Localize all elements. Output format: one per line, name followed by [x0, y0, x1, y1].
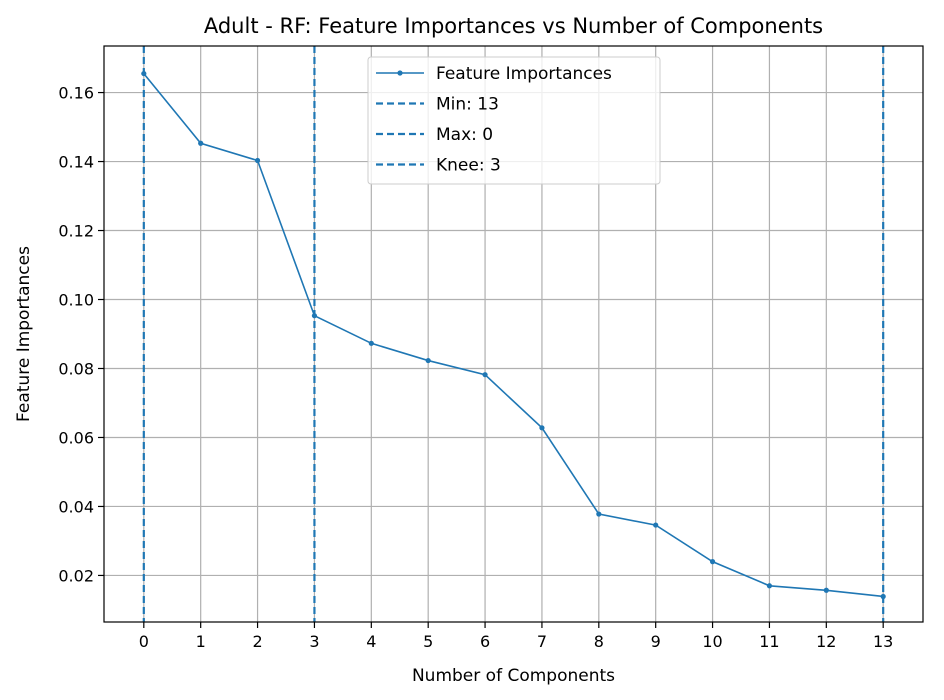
x-tick-label: 8: [594, 632, 604, 651]
reference-lines: [142, 46, 885, 622]
legend-entry: Max: 0: [376, 125, 493, 145]
y-tick-label: 0.02: [58, 566, 94, 585]
data-point: [653, 522, 659, 528]
x-tick-label: 6: [480, 632, 490, 651]
data-point: [596, 511, 602, 517]
y-tick-label: 0.10: [58, 291, 94, 310]
x-tick-label: 1: [196, 632, 206, 651]
x-tick-label: 7: [537, 632, 547, 651]
legend-marker: [397, 70, 403, 76]
data-point: [823, 587, 829, 593]
legend-label: Max: 0: [436, 125, 493, 145]
data-point: [709, 559, 716, 565]
legend-box: [367, 56, 661, 185]
legend-entry: Min: 13: [376, 95, 499, 115]
legend: Feature Importances Min: 13 Max: 0 Knee: 3: [367, 56, 661, 185]
data-point: [311, 313, 318, 319]
legend-entry: Feature Importances: [376, 64, 612, 84]
plot-area-frame: [103, 45, 924, 623]
x-tick-label: 2: [252, 632, 262, 651]
x-tick-label: 4: [366, 632, 376, 651]
data-point: [141, 70, 147, 77]
x-tick-label: 13: [873, 632, 893, 651]
x-tick-label: 5: [423, 632, 433, 651]
x-tick-label: 10: [702, 632, 722, 651]
y-tick-label: 0.08: [58, 359, 94, 378]
data-point: [880, 593, 886, 600]
data-point: [254, 157, 261, 164]
x-axis-label: Number of Components: [412, 666, 615, 686]
x-tick-label: 12: [816, 632, 836, 651]
legend-label: Feature Importances: [436, 64, 612, 84]
y-tick-label: 0.06: [58, 428, 94, 447]
x-tick-label: 11: [759, 632, 779, 651]
data-point: [425, 357, 431, 364]
legend-label: Min: 13: [436, 95, 499, 115]
data-point: [482, 372, 488, 378]
data-point: [368, 340, 374, 346]
y-axis-ticks: 0.02 0.04 0.06 0.08 0.10 0.12 0.14 0.16: [58, 84, 104, 585]
data-point: [198, 140, 204, 146]
y-tick-label: 0.04: [58, 497, 94, 516]
data-point: [766, 583, 773, 589]
chart-title: Adult - RF: Feature Importances vs Numbe…: [204, 14, 823, 38]
y-tick-label: 0.16: [58, 84, 94, 103]
x-axis-ticks: 0 1 2 3 4 5 6 7 8 9 10 11 12 13: [139, 622, 893, 651]
series-layer: [141, 70, 886, 600]
x-tick-label: 3: [309, 632, 319, 651]
y-axis-label: Feature Importances: [14, 246, 34, 422]
series-line: [143, 73, 884, 598]
y-tick-label: 0.14: [58, 153, 94, 172]
legend-entry: Knee: 3: [376, 156, 501, 176]
x-tick-label: 0: [139, 632, 149, 651]
x-tick-label: 9: [651, 632, 661, 651]
y-tick-label: 0.12: [58, 222, 94, 241]
data-point: [539, 425, 545, 431]
legend-label: Knee: 3: [436, 156, 501, 176]
